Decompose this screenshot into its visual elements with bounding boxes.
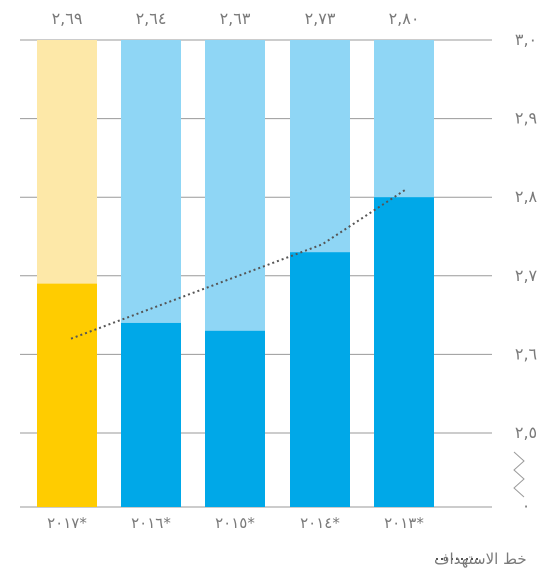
category-label: ٢٠١٤* [300, 514, 340, 532]
bar [205, 330, 265, 507]
category-label: ٢٠١٥* [215, 514, 255, 532]
value-label: ٢,٧٣ [305, 9, 336, 28]
target-line [70, 188, 407, 340]
legend: خط الاستهداف [434, 550, 527, 568]
bars [37, 40, 434, 507]
category-label: ٢٠١٧* [47, 514, 87, 532]
y-tick-label: ٢,٧ [515, 266, 538, 285]
value-label: ٢,٦٤ [136, 9, 167, 28]
axis-break-zigzag [513, 451, 525, 498]
bar [290, 252, 350, 507]
y-tick-label: ٢,٨ [515, 187, 538, 206]
value-label: ٢,٦٣ [220, 9, 251, 28]
category-labels: ٢٠١٧* ٢٠١٦* ٢٠١٥* ٢٠١٤* ٢٠١٣* [47, 514, 424, 532]
bar [37, 283, 97, 507]
y-tick-label: ٢,٦ [515, 344, 537, 363]
category-label: ٢٠١٦* [131, 514, 171, 532]
value-labels: ٢,٦٩ ٢,٦٤ ٢,٦٣ ٢,٧٣ ٢,٨٠ [52, 9, 420, 28]
y-tick-label: ٢,٩ [515, 109, 537, 128]
value-label: ٢,٨٠ [389, 9, 420, 28]
target-line-group [70, 188, 407, 340]
category-label: ٢٠١٣* [384, 514, 424, 532]
y-tick-label: ٣,٠ [515, 30, 537, 49]
y-tick-label: ٢,٥ [515, 423, 537, 442]
bar [374, 197, 434, 507]
y-tick-label: ٠ [522, 496, 531, 515]
value-label: ٢,٦٩ [52, 9, 83, 28]
y-axis-labels: ٣,٠ ٢,٩ ٢,٨ ٢,٧ ٢,٦ ٢,٥ ٠ [513, 30, 538, 515]
legend-target-label: خط الاستهداف [434, 550, 527, 568]
bar [121, 322, 181, 507]
